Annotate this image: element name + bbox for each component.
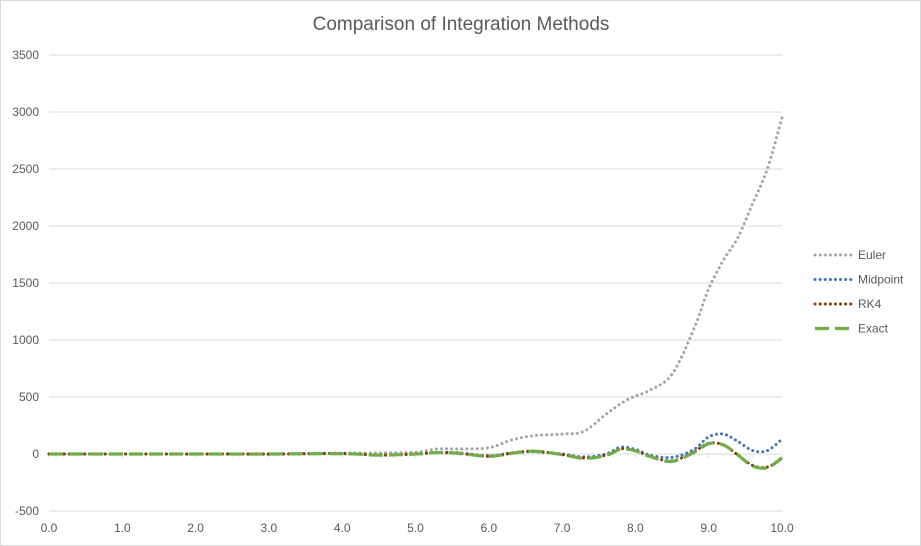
- series-line-rk4: [47, 441, 784, 470]
- y-tick-label: 2500: [12, 162, 39, 176]
- legend-label-rk4: RK4: [858, 297, 882, 311]
- y-tick-label: 2000: [12, 219, 39, 233]
- x-tick-label: 9.0: [700, 521, 717, 535]
- x-tick-label: 10.0: [770, 521, 794, 535]
- x-tick-label: 7.0: [554, 521, 571, 535]
- chart-title: Comparison of Integration Methods: [313, 14, 610, 35]
- y-tick-label: 0: [32, 447, 39, 461]
- x-tick-label: 5.0: [407, 521, 424, 535]
- x-tick-label: 4.0: [334, 521, 351, 535]
- legend-label-euler: Euler: [858, 248, 886, 262]
- y-tick-label: -500: [15, 504, 39, 518]
- y-tick-label: 1500: [12, 276, 39, 290]
- series-line-exact: [49, 441, 783, 470]
- x-tick-label: 2.0: [187, 521, 204, 535]
- y-tick-label: 3500: [12, 48, 39, 62]
- x-tick-label: 0.0: [41, 521, 58, 535]
- x-tick-label: 1.0: [114, 521, 131, 535]
- y-tick-label: 3000: [12, 105, 39, 119]
- legend: Euler Midpoint RK4 Exact: [813, 248, 904, 336]
- legend-label-exact: Exact: [858, 322, 889, 336]
- legend-label-midpoint: Midpoint: [858, 273, 904, 287]
- y-tick-label: 1000: [12, 333, 39, 347]
- x-tick-label: 8.0: [627, 521, 644, 535]
- x-tick-label: 6.0: [480, 521, 497, 535]
- x-tick-label: 3.0: [261, 521, 278, 535]
- gridlines: [49, 54, 782, 512]
- series-lines: [47, 116, 784, 470]
- y-tick-label: 500: [19, 390, 39, 404]
- series-line-euler: [47, 116, 784, 456]
